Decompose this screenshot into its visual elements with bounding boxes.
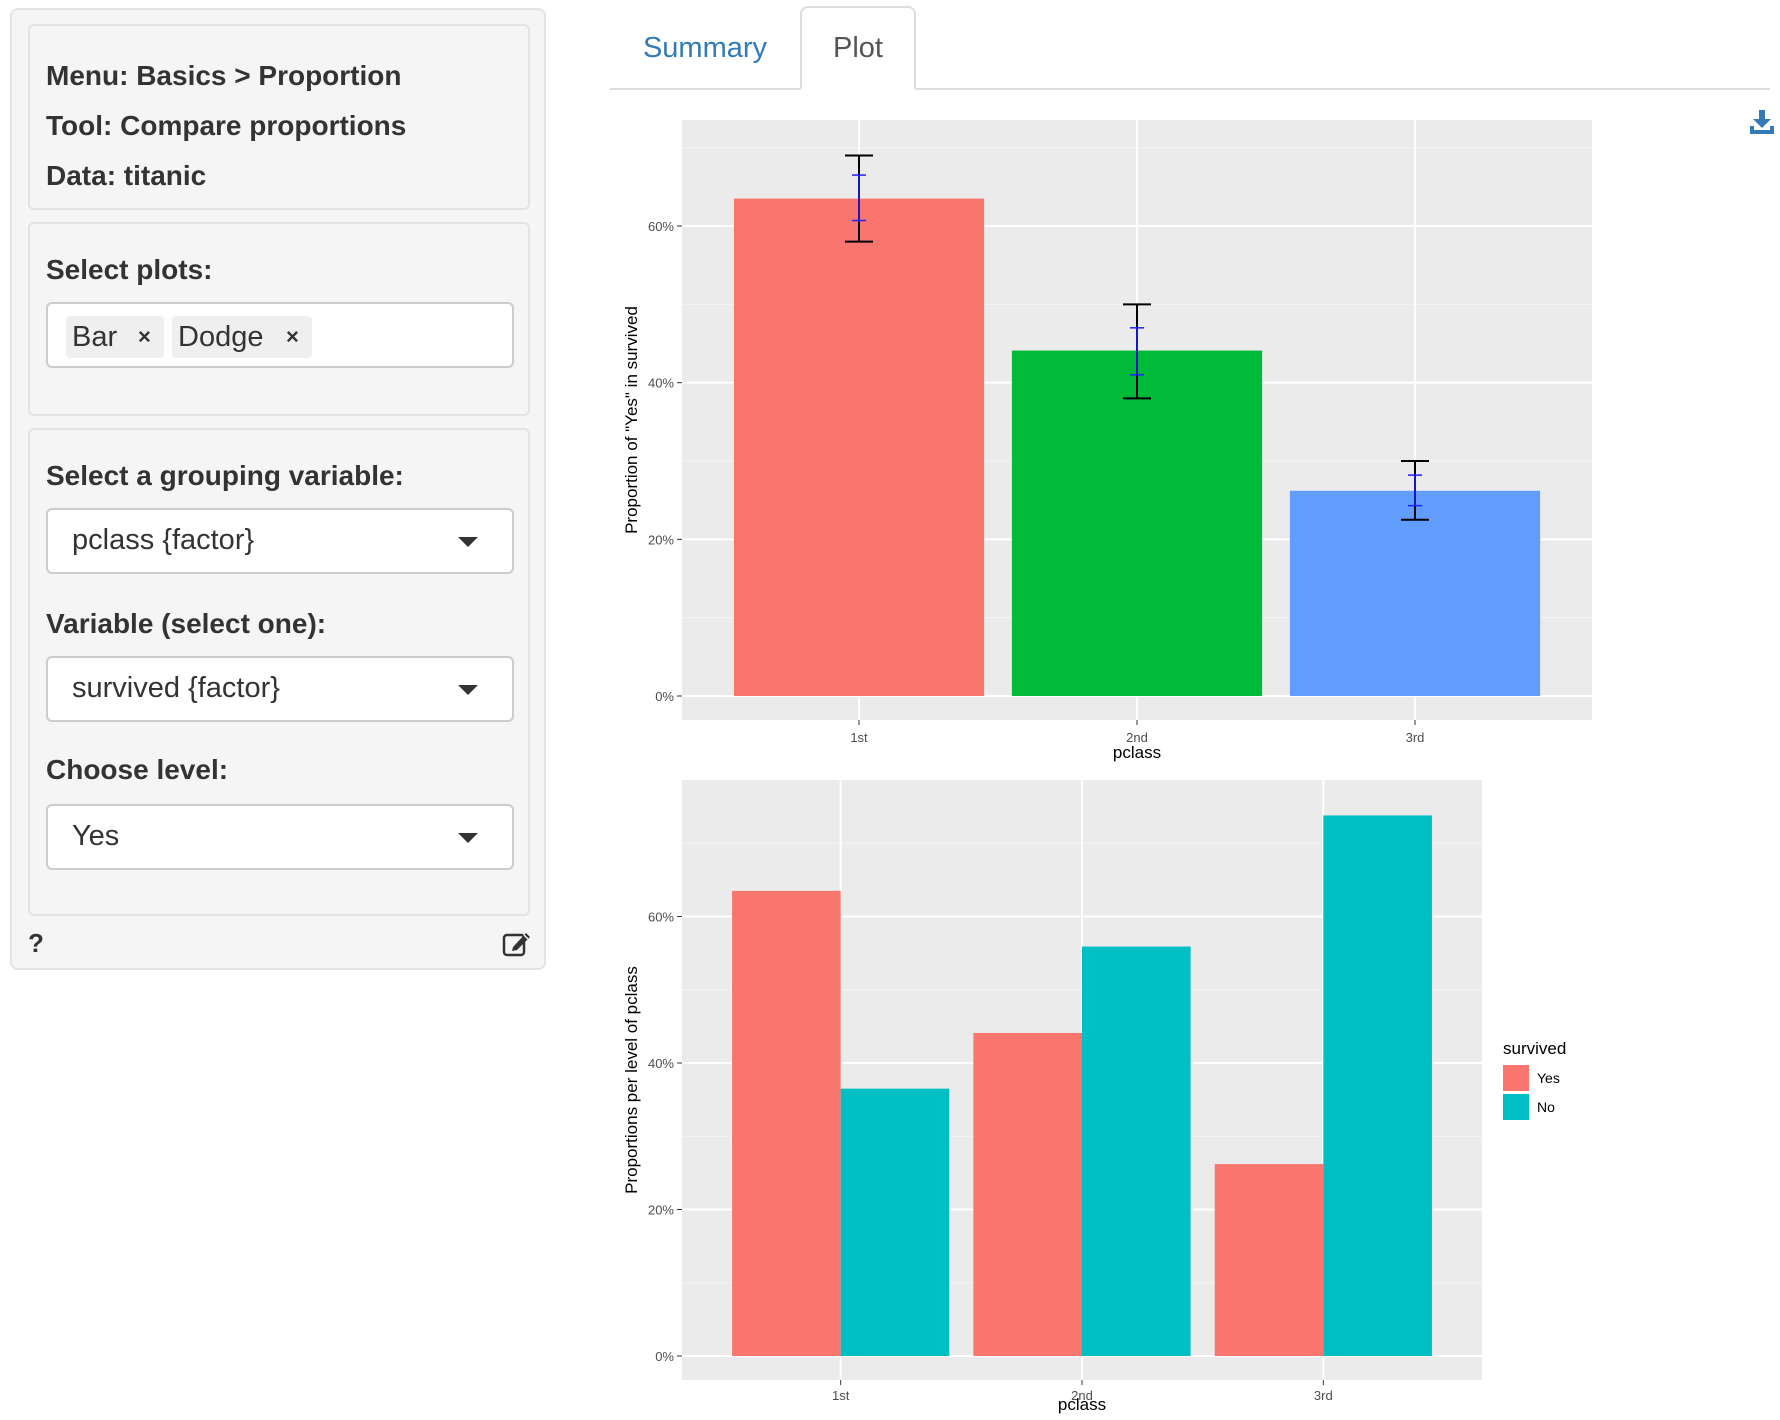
download-icon[interactable] <box>1749 108 1775 136</box>
level-select[interactable]: Yes <box>46 804 514 870</box>
variable-label: Variable (select one): <box>46 608 327 639</box>
y-tick-label: 20% <box>648 532 674 547</box>
bar-3rd-yes <box>1214 1164 1324 1356</box>
chip-bar: Bar × <box>66 316 164 358</box>
x-tick-label: 2nd <box>1071 1388 1093 1403</box>
x-tick-label: 3rd <box>1314 1388 1333 1403</box>
bar-chart: 0% 20% 40% 60% 1st 2nd 3rd pclass Proportion … <box>622 120 1592 762</box>
x-tick-label: 1st <box>850 730 868 745</box>
grouping-variable-select[interactable]: pclass {factor} <box>46 508 514 574</box>
variable-select[interactable]: survived {factor} <box>46 656 514 722</box>
chevron-down-icon <box>458 685 478 695</box>
chart2-y-ticks: 0% 20% 40% 60% <box>648 910 682 1364</box>
bar-1st-no <box>840 1088 950 1356</box>
tab-plot[interactable]: Plot <box>800 6 916 90</box>
sidebar-panel: Menu: Basics > Proportion Tool: Compare … <box>10 8 546 970</box>
chart1-error-bars <box>845 154 1429 521</box>
level-label: Choose level: <box>46 754 229 785</box>
chip-bar-label: Bar <box>72 321 118 353</box>
bar-2nd <box>1011 350 1263 696</box>
chip-dodge: Dodge × <box>172 316 312 358</box>
chart2-bars <box>732 815 1432 1356</box>
chart2-y-axis-label: Proportions per level of pclass <box>622 966 641 1194</box>
legend-label-no: No <box>1537 1099 1555 1115</box>
select-plots-label: Select plots: <box>46 254 213 285</box>
bar-1st-yes <box>732 890 841 1356</box>
tab-bar-divider <box>610 88 1770 90</box>
tab-summary[interactable]: Summary <box>642 31 768 64</box>
chevron-down-icon <box>458 537 478 547</box>
grouping-variable-label: Select a grouping variable: <box>46 460 404 491</box>
chart2-x-axis-label: pclass <box>1058 1395 1106 1414</box>
grouping-variable-value: pclass {factor} <box>72 524 255 556</box>
data-name: Data: titanic <box>46 160 207 191</box>
edit-icon[interactable] <box>502 930 532 958</box>
variable-value: survived {factor} <box>72 672 280 704</box>
chart1-y-ticks: 0% 20% 40% 60% <box>648 219 682 704</box>
y-tick-label: 0% <box>655 1349 674 1364</box>
bar-2nd-yes <box>973 1032 1082 1356</box>
y-tick-label: 40% <box>648 376 674 391</box>
legend-swatch-no <box>1503 1094 1529 1120</box>
bar-3rd <box>1289 490 1541 696</box>
chart2-legend: survived Yes No <box>1503 1039 1566 1120</box>
chart2-x-ticks: 1st 2nd 3rd <box>832 1380 1333 1403</box>
chart1-x-axis-label: pclass <box>1113 743 1161 762</box>
plots-well: Select plots: Bar × Dodge × <box>28 222 530 416</box>
chevron-down-icon <box>458 833 478 843</box>
variables-well: Select a grouping variable: pclass {fact… <box>28 428 530 916</box>
y-tick-label: 40% <box>648 1056 674 1071</box>
level-value: Yes <box>72 820 120 852</box>
x-tick-label: 2nd <box>1126 730 1148 745</box>
chart1-bars <box>733 198 1541 696</box>
legend-swatch-yes <box>1503 1065 1529 1091</box>
bar-2nd-no <box>1082 946 1191 1356</box>
chart1-x-ticks: 1st 2nd 3rd <box>850 720 1424 745</box>
plots-multiselect[interactable]: Bar × Dodge × <box>46 302 514 368</box>
bar-3rd-no <box>1323 815 1432 1356</box>
chip-dodge-label: Dodge <box>178 321 264 353</box>
info-well: Menu: Basics > Proportion Tool: Compare … <box>28 24 530 210</box>
y-tick-label: 60% <box>648 910 674 925</box>
chip-dodge-remove-icon[interactable]: × <box>286 324 299 349</box>
x-tick-label: 3rd <box>1406 730 1425 745</box>
chart1-y-axis-label: Proportion of "Yes" in survived <box>622 306 641 534</box>
y-tick-label: 20% <box>648 1203 674 1218</box>
bar-1st <box>733 198 985 696</box>
tool-name: Tool: Compare proportions <box>46 110 407 141</box>
help-button[interactable]: ? <box>28 928 44 958</box>
legend-title: survived <box>1503 1039 1566 1058</box>
menu-path: Menu: Basics > Proportion <box>46 60 402 91</box>
dodge-chart: 0% 20% 40% 60% 1st 2nd 3rd pclass Proportions… <box>622 780 1566 1414</box>
chip-bar-remove-icon[interactable]: × <box>138 324 151 349</box>
y-tick-label: 60% <box>648 219 674 234</box>
y-tick-label: 0% <box>655 689 674 704</box>
legend-label-yes: Yes <box>1537 1070 1560 1086</box>
x-tick-label: 1st <box>832 1388 850 1403</box>
